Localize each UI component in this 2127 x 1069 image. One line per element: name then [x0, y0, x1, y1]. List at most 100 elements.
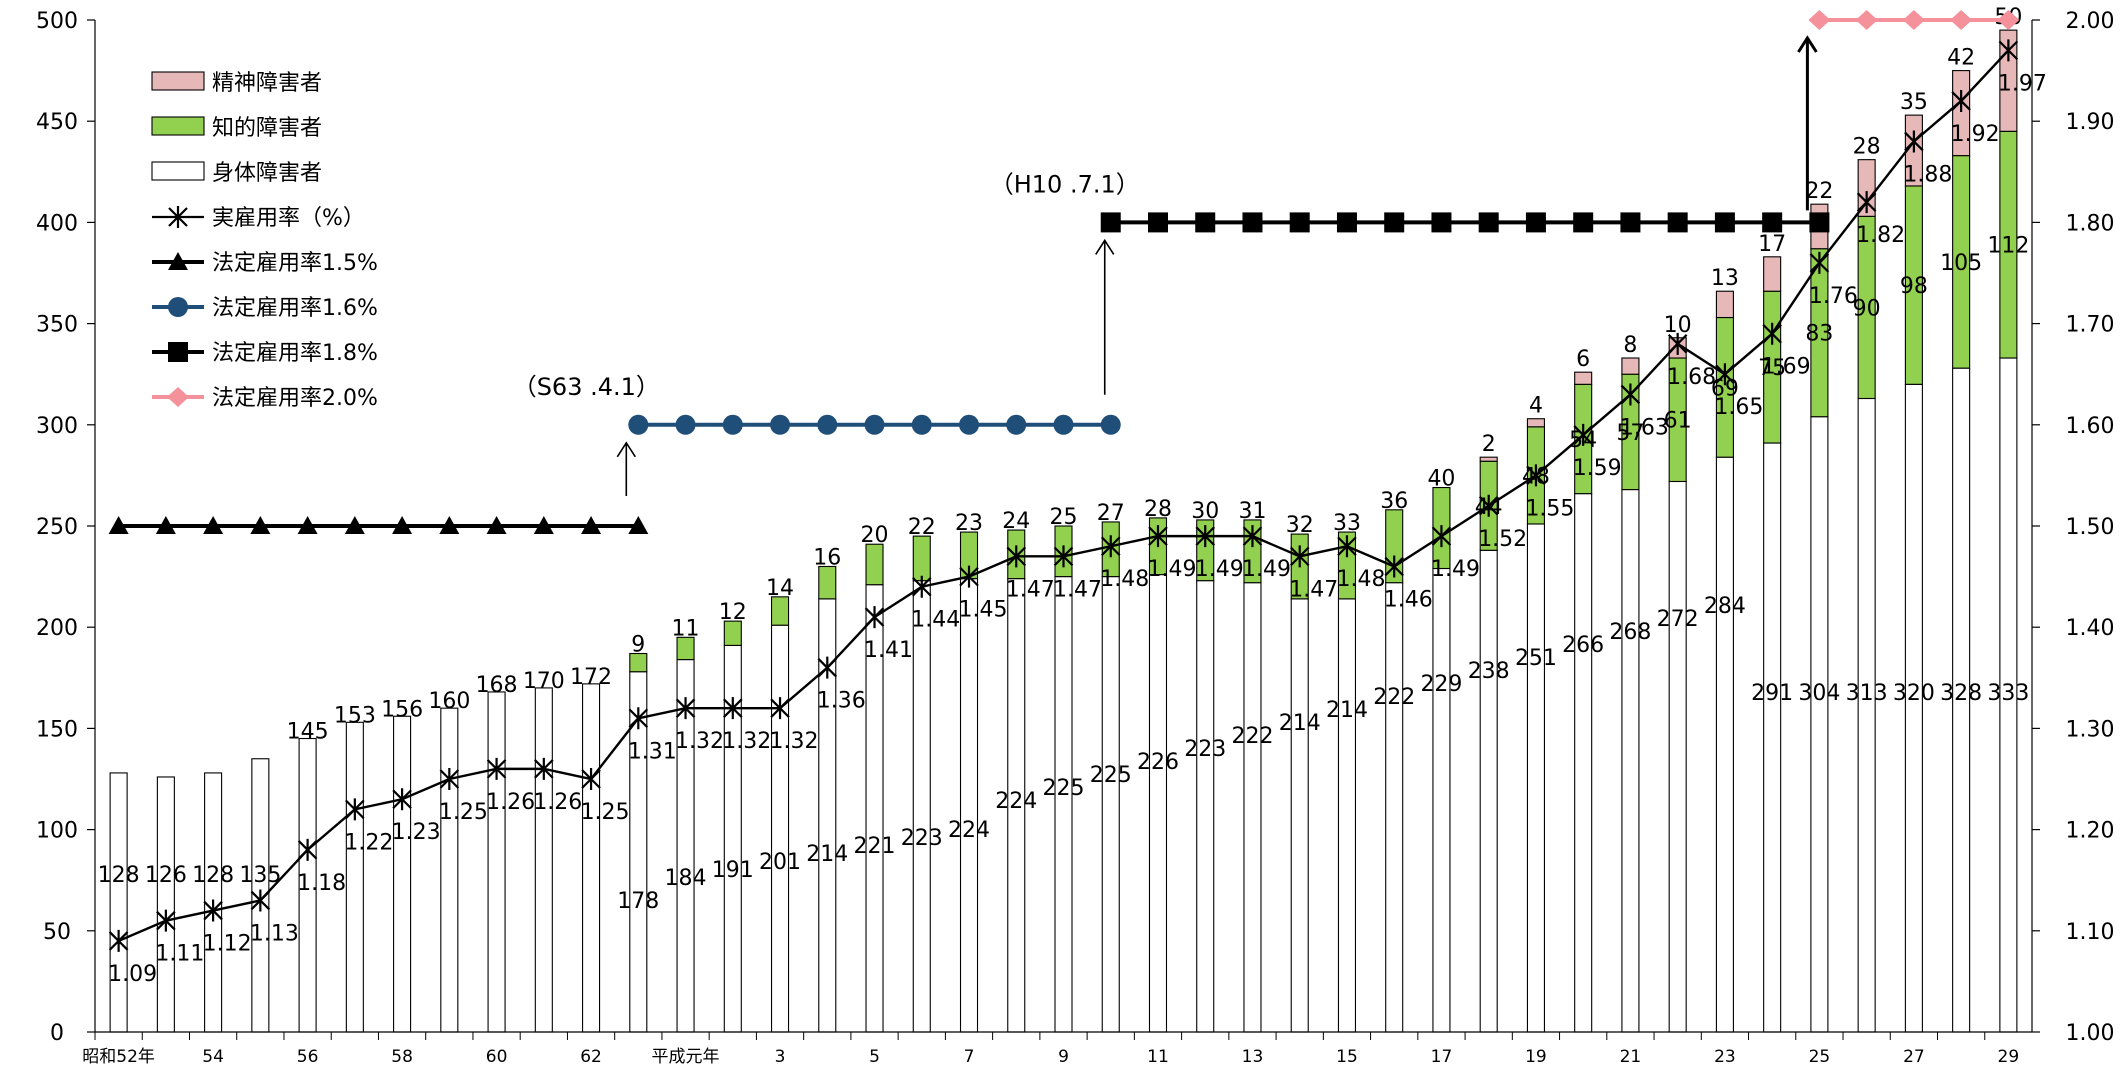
x-tick-label-5: 62	[580, 1047, 602, 1067]
left-tick-label-5: 250	[36, 515, 78, 540]
statutory-marker-1-13	[722, 414, 743, 435]
actual-rate-marker-4	[297, 838, 318, 861]
actual-rate-marker-17	[911, 575, 932, 598]
bar-2-39	[1952, 70, 1971, 157]
label-intellectual-32: 57	[1616, 421, 1644, 446]
actual-rate-label-25: 1.47	[1289, 577, 1338, 602]
label-physical-5: 153	[334, 703, 376, 728]
label-physical-24: 222	[1231, 724, 1273, 749]
actual-rate-marker-5	[345, 798, 365, 821]
left-tick-label-9: 450	[36, 110, 78, 135]
label-physical-20: 225	[1043, 776, 1085, 801]
right-tick-label-2: 1.20	[2066, 819, 2115, 844]
bar-0-10	[582, 683, 601, 1033]
actual-rate-marker-18	[959, 565, 979, 588]
actual-rate-label-14: 1.32	[770, 729, 819, 754]
label-intellectual-38: 98	[1900, 274, 1928, 299]
actual-rate-label-0: 1.09	[108, 962, 157, 987]
statutory-marker-2-32	[1620, 212, 1641, 233]
label-physical-26: 214	[1326, 698, 1368, 723]
actual-rate-marker-14	[770, 697, 790, 720]
statutory-rate-group	[108, 10, 2020, 534]
label-intellectual-24: 31	[1238, 499, 1266, 524]
right-tick-label-0: 1.00	[2066, 1021, 2115, 1046]
label-mental-32: 8	[1623, 333, 1637, 358]
legend-marker-4	[168, 252, 188, 270]
x-tick-label-15: 19	[1525, 1047, 1547, 1067]
actual-rate-label-29: 1.52	[1478, 527, 1527, 552]
actual-rate-label-18: 1.45	[959, 598, 1008, 623]
actual-rate-marker-20	[1053, 545, 1074, 568]
actual-rate-marker-38	[1904, 130, 1924, 153]
actual-rate-marker-16	[864, 606, 885, 629]
actual-rate-marker-23	[1195, 525, 1216, 548]
statutory-marker-2-30	[1525, 212, 1546, 233]
statutory-marker-0-1	[155, 516, 176, 534]
bar-0-24	[1243, 582, 1262, 1033]
legend-swatch-2	[151, 161, 205, 181]
right-tick-label-5: 1.50	[2066, 515, 2115, 540]
bar-0-28	[1432, 567, 1451, 1033]
actual-rate-label-2: 1.12	[203, 932, 252, 957]
bar-0-6	[393, 715, 412, 1033]
statutory-marker-2-35	[1762, 212, 1783, 233]
label-physical-0: 128	[98, 863, 140, 888]
label-mental-39: 42	[1947, 46, 1975, 71]
bar-0-0	[109, 772, 128, 1033]
actual-rate-marker-1	[156, 909, 176, 932]
bar-0-29	[1479, 549, 1498, 1033]
label-physical-11: 178	[617, 889, 659, 914]
legend-swatch-1	[151, 116, 205, 136]
legend-swatch-0	[151, 71, 205, 91]
label-intellectual-16: 20	[861, 523, 889, 548]
actual-rate-label-32: 1.63	[1620, 415, 1669, 440]
bar-1-13	[723, 620, 742, 646]
actual-rate-marker-3	[250, 889, 271, 912]
actual-rate-marker-8	[486, 757, 507, 780]
x-tick-label-16: 21	[1620, 1047, 1642, 1067]
statutory-marker-2-26	[1336, 212, 1357, 233]
bar-0-7	[440, 707, 459, 1033]
label-physical-12: 184	[665, 866, 707, 891]
label-physical-9: 170	[523, 669, 565, 694]
label-mental-29: 2	[1482, 432, 1496, 457]
label-physical-31: 266	[1562, 633, 1604, 658]
bar-0-38	[1904, 383, 1923, 1033]
right-tick-label-6: 1.60	[2066, 414, 2115, 439]
bar-0-26	[1337, 598, 1357, 1033]
actual-rate-marker-33	[1667, 332, 1688, 355]
bar-0-27	[1385, 582, 1404, 1033]
label-physical-4: 145	[287, 720, 329, 745]
actual-rate-marker-31	[1573, 423, 1593, 446]
label-physical-18: 224	[948, 818, 990, 843]
statutory-marker-2-25	[1289, 212, 1310, 233]
bar-0-5	[345, 721, 364, 1033]
actual-rate-label-30: 1.55	[1525, 496, 1574, 521]
label-mental-35: 17	[1758, 232, 1786, 257]
label-mental-34: 13	[1711, 266, 1739, 291]
label-intellectual-11: 9	[631, 633, 645, 658]
actual-rate-marker-27	[1384, 555, 1404, 578]
x-tick-label-10: 9	[1058, 1047, 1069, 1067]
statutory-marker-1-19	[1006, 414, 1027, 435]
actual-rate-label-37: 1.82	[1856, 223, 1905, 248]
bar-0-35	[1763, 442, 1782, 1033]
statutory-marker-0-10	[581, 516, 602, 534]
actual-rate-marker-19	[1006, 545, 1027, 568]
statutory-marker-2-23	[1195, 212, 1216, 233]
x-tick-label-14: 17	[1431, 1047, 1453, 1067]
label-physical-30: 251	[1515, 646, 1557, 671]
legend-label-3: 実雇用率（%）	[212, 206, 365, 231]
legend-label-2: 身体障害者	[212, 161, 322, 186]
bar-2-35	[1763, 256, 1782, 292]
annotation-arrowhead-0	[616, 441, 636, 458]
x-tick-label-19: 27	[1903, 1047, 1925, 1067]
right-tick-label-7: 1.70	[2066, 313, 2115, 338]
left-tick-label-2: 100	[36, 819, 78, 844]
left-tick-label-7: 350	[36, 313, 78, 338]
statutory-marker-1-11	[628, 414, 649, 435]
actual-rate-label-6: 1.23	[392, 820, 441, 845]
x-tick-label-7: 3	[775, 1047, 786, 1067]
statutory-marker-3-40	[1997, 10, 2020, 30]
x-tick-label-20: 29	[1998, 1047, 2020, 1067]
